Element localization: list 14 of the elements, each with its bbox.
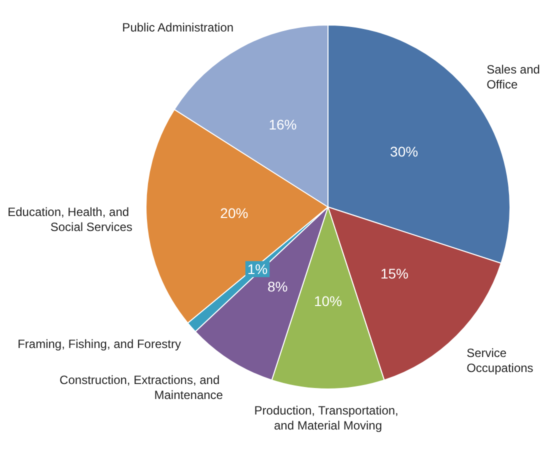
data-label: 16% bbox=[268, 116, 297, 133]
slice-label: Service Occupations bbox=[466, 346, 534, 376]
data-label: 20% bbox=[220, 204, 248, 221]
data-label: 30% bbox=[390, 144, 418, 160]
data-label: 10% bbox=[314, 293, 342, 309]
slice-label: Sales and Office bbox=[486, 62, 544, 92]
slice-label: Construction, Extractions, and Maintenance bbox=[60, 372, 224, 402]
data-label: 15% bbox=[380, 265, 408, 282]
data-label: 1% bbox=[247, 261, 268, 278]
slice-label: Education, Health, and Social Services bbox=[8, 204, 132, 234]
slice-label: Framing, Fishing, and Forestry bbox=[18, 337, 181, 352]
slice-label: Public Administration bbox=[122, 20, 234, 35]
slice-label: Production, Transportation, and Material Moving bbox=[254, 404, 402, 432]
data-label: 8% bbox=[268, 278, 288, 294]
